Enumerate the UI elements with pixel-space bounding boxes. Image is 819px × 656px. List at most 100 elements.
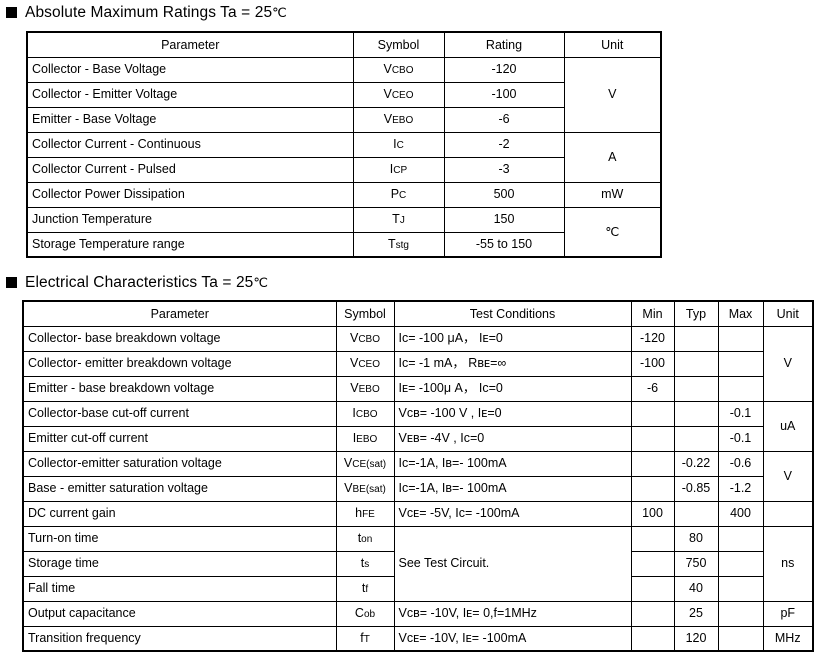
- cell-parameter: Collector - Base Voltage: [26, 56, 354, 83]
- table-row: Turn-on time ton See Test Circuit. 80 ns: [22, 525, 814, 602]
- column-header-symbol: Symbol: [352, 31, 445, 58]
- section-heading-electrical-characteristics: Electrical Characteristics Ta = 25 ℃: [6, 275, 268, 291]
- cell-unit: MHz: [762, 625, 814, 652]
- cell-symbol: VCBO: [352, 56, 445, 83]
- symbol-main: t: [360, 556, 365, 570]
- cell-min: [630, 600, 675, 627]
- symbol-main: V: [349, 331, 359, 345]
- symbol-subscript: CBO: [355, 409, 378, 420]
- table-row: Emitter cut-off current IEBO Vᴇʙ= -4V , Iᴄ…: [22, 425, 813, 452]
- cell-min: [630, 550, 675, 577]
- cell-symbol: VBE(sat): [335, 475, 395, 502]
- cell-symbol: Cob: [335, 600, 395, 627]
- symbol-main: I: [389, 162, 394, 176]
- symbol-subscript: EBO: [356, 434, 378, 445]
- table-row: Collector Current - Continuous IC -2 A: [26, 131, 662, 183]
- cell-parameter: Junction Temperature: [26, 206, 354, 233]
- symbol-main: I: [393, 137, 397, 151]
- cell-min: -120: [630, 325, 675, 352]
- cell-symbol: hFE: [335, 500, 395, 527]
- cell-min: -6: [630, 375, 675, 402]
- cell-parameter: Emitter cut-off current: [22, 425, 337, 452]
- cell-test-conditions: Vᴄᴇ= -5V, Iᴄ= -100mA: [393, 500, 632, 527]
- cell-symbol: VCEO: [335, 350, 395, 377]
- cell-symbol: ICP: [352, 156, 445, 183]
- table-row: Emitter - base breakdown voltage VEBO Iᴇ= …: [22, 375, 813, 402]
- cell-symbol: VEBO: [335, 375, 395, 402]
- symbol-main: V: [350, 381, 359, 395]
- symbol-main: T: [392, 212, 400, 226]
- cell-symbol: ts: [335, 550, 395, 577]
- cell-parameter: Collector Power Dissipation: [26, 181, 354, 208]
- section-title-text: Electrical Characteristics Ta = 25: [25, 274, 254, 291]
- cell-rating: -2: [443, 131, 565, 158]
- table-row: DC current gain hFE Vᴄᴇ= -5V, Iᴄ= -100mA 10…: [22, 500, 814, 527]
- column-header-parameter: Parameter: [26, 31, 354, 58]
- table-row: Collector-base cut-off current ICBO Vᴄʙ= -…: [22, 400, 814, 452]
- cell-test-conditions: Iᴇ= -100μ A， Iᴄ=0: [393, 375, 632, 402]
- cell-rating: -3: [443, 156, 565, 183]
- symbol-subscript: CP: [393, 165, 408, 176]
- cell-unit: V: [762, 325, 814, 402]
- cell-symbol: IC: [352, 131, 445, 158]
- column-header-test-conditions: Test Conditions: [393, 300, 632, 327]
- symbol-subscript: s: [364, 559, 370, 570]
- section-title-unit: ℃: [272, 5, 287, 21]
- cell-unit: mW: [563, 181, 662, 208]
- symbol-subscript: FE: [362, 509, 375, 520]
- table-row: Collector - Base Voltage VCBO -120 V: [26, 56, 662, 133]
- cell-test-conditions: Iᴄ=-1A, Iʙ=- 100mA: [393, 475, 632, 502]
- symbol-main: t: [357, 531, 362, 545]
- cell-typ: [673, 400, 719, 427]
- symbol-main: I: [352, 431, 357, 445]
- absolute-maximum-ratings-body: Collector - Base Voltage VCBO -120 V Collect…: [26, 56, 662, 258]
- cell-parameter: Fall time: [22, 575, 337, 602]
- cell-max: [717, 550, 764, 577]
- symbol-main: f: [360, 630, 364, 645]
- electrical-characteristics-table: Parameter Symbol Test Conditions Min Typ…: [22, 300, 814, 652]
- symbol-subscript: EBO: [392, 115, 414, 126]
- cell-parameter: Collector-emitter saturation voltage: [22, 450, 337, 477]
- cell-typ: 120: [673, 625, 719, 652]
- cell-typ: 750: [673, 550, 719, 577]
- table-row: Collector - Emitter Voltage VCEO -100: [26, 81, 661, 108]
- cell-test-conditions: Vᴄᴇ= -10V, Iᴇ= -100mA: [393, 625, 632, 652]
- cell-parameter: Emitter - base breakdown voltage: [22, 375, 337, 402]
- cell-rating: -6: [443, 106, 565, 133]
- symbol-subscript: EBO: [358, 384, 380, 395]
- cell-test-conditions: Iᴄ= -100 μA， Iᴇ=0: [393, 325, 632, 352]
- column-header-parameter: Parameter: [22, 300, 337, 327]
- symbol-subscript: CE(sat): [352, 459, 387, 470]
- table-row: Storage Temperature range Tstg -55 to 150: [26, 231, 661, 258]
- table-row: Collector-emitter saturation voltage VCE(…: [22, 450, 814, 502]
- cell-parameter: Turn-on time: [22, 525, 337, 552]
- table-row: Transition frequency fT Vᴄᴇ= -10V, Iᴇ= -10…: [22, 625, 814, 652]
- symbol-main: C: [354, 606, 364, 620]
- cell-symbol: PC: [352, 181, 445, 208]
- cell-symbol: fT: [335, 625, 395, 652]
- cell-typ: [673, 425, 719, 452]
- cell-min: [630, 625, 675, 652]
- cell-unit: ns: [762, 525, 814, 602]
- cell-typ: 40: [673, 575, 719, 602]
- filled-square-bullet-icon: [6, 7, 17, 19]
- cell-parameter: Base - emitter saturation voltage: [22, 475, 337, 502]
- cell-min: -100: [630, 350, 675, 377]
- cell-typ: 25: [673, 600, 719, 627]
- cell-typ: [673, 350, 719, 377]
- symbol-subscript: C: [399, 190, 407, 201]
- cell-parameter: DC current gain: [22, 500, 337, 527]
- symbol-main: P: [390, 187, 400, 201]
- cell-min: [630, 575, 675, 602]
- table-header-row: Parameter Symbol Test Conditions Min Typ…: [22, 300, 814, 327]
- symbol-subscript: CBO: [358, 334, 380, 345]
- column-header-symbol: Symbol: [335, 300, 395, 327]
- table-header-row: Parameter Symbol Rating Unit: [26, 31, 662, 58]
- cell-max: [717, 625, 764, 652]
- cell-max: -0.6: [717, 450, 764, 477]
- cell-max: [717, 600, 764, 627]
- symbol-subscript: CEO: [358, 359, 380, 370]
- cell-symbol: ICBO: [335, 400, 395, 427]
- cell-unit: A: [563, 131, 662, 183]
- cell-max: [717, 325, 764, 352]
